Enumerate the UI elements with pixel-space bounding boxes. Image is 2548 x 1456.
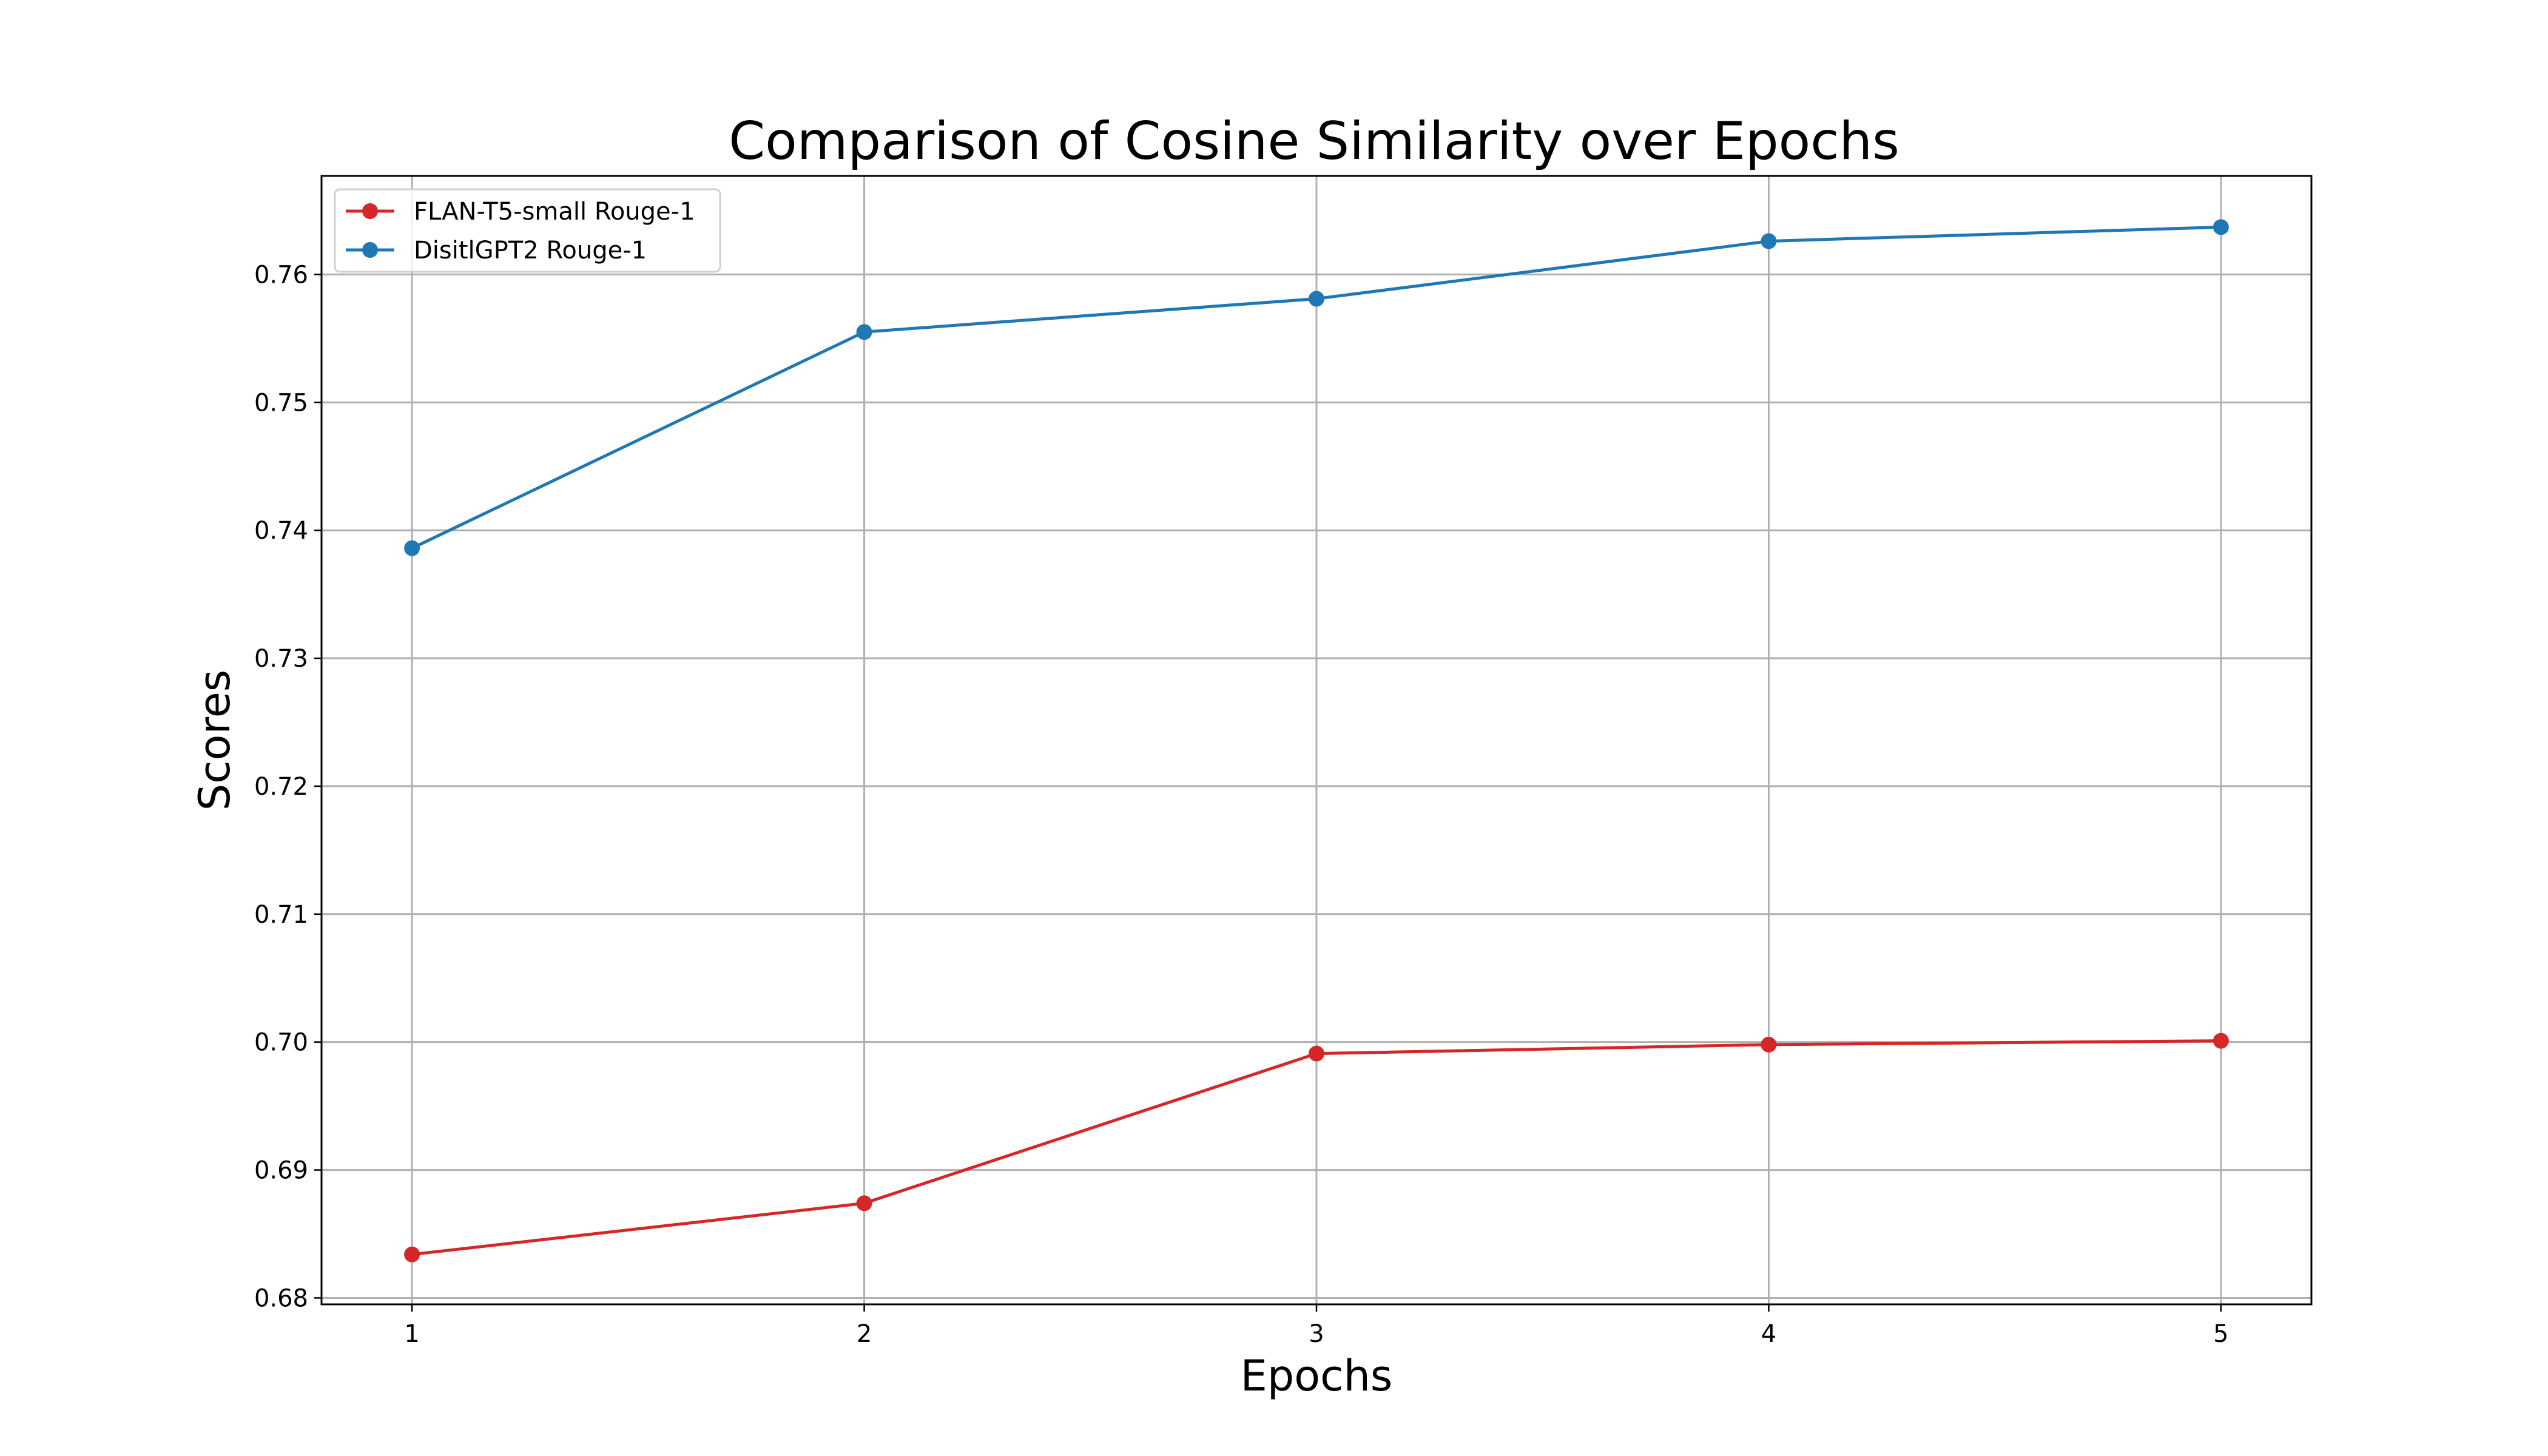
legend-swatch-marker bbox=[362, 203, 378, 219]
data-point bbox=[1309, 1045, 1324, 1062]
x-tick-label: 3 bbox=[1309, 1320, 1324, 1348]
y-tick-label: 0.71 bbox=[254, 901, 308, 929]
y-tick-label: 0.68 bbox=[254, 1284, 308, 1312]
legend-label: DisitlGPT2 Rouge-1 bbox=[414, 237, 647, 265]
y-tick-label: 0.76 bbox=[254, 261, 308, 289]
data-point bbox=[856, 1195, 872, 1212]
data-point bbox=[2213, 219, 2229, 235]
data-point bbox=[2213, 1033, 2229, 1049]
y-tick-label: 0.73 bbox=[254, 645, 308, 673]
data-point bbox=[856, 324, 872, 340]
y-axis-label: Scores bbox=[190, 670, 240, 811]
y-tick-label: 0.70 bbox=[254, 1029, 308, 1057]
x-tick-label: 2 bbox=[857, 1320, 872, 1348]
y-tick-label: 0.74 bbox=[254, 517, 308, 545]
y-tick-label: 0.72 bbox=[254, 773, 308, 801]
y-tick-label: 0.69 bbox=[254, 1157, 308, 1185]
data-point bbox=[404, 540, 420, 556]
data-point bbox=[404, 1246, 420, 1262]
legend-swatch-marker bbox=[362, 242, 378, 258]
data-point bbox=[1761, 1036, 1777, 1053]
series-lines bbox=[404, 219, 2229, 1262]
data-point bbox=[1309, 291, 1324, 307]
axis-ticks: 1 2 3 4 5 0.68 0.69 0.70 0.71 0.72 0.73 0.74 0.75 0.7… bbox=[254, 261, 2229, 1348]
x-tick-label: 4 bbox=[1761, 1320, 1776, 1348]
legend: FLAN-T5-small Rouge-1 DisitlGPT2 Rouge-1 bbox=[334, 188, 721, 273]
x-tick-label: 1 bbox=[404, 1320, 419, 1348]
x-axis-label: Epochs bbox=[1241, 1351, 1393, 1401]
legend-box bbox=[334, 188, 721, 273]
data-point bbox=[1761, 233, 1777, 249]
legend-label: FLAN-T5-small Rouge-1 bbox=[414, 198, 695, 226]
grid bbox=[322, 176, 2311, 1304]
chart-title: Comparison of Cosine Similarity over Epo… bbox=[729, 111, 1899, 172]
x-tick-label: 5 bbox=[2213, 1320, 2228, 1348]
y-tick-label: 0.75 bbox=[254, 389, 308, 417]
